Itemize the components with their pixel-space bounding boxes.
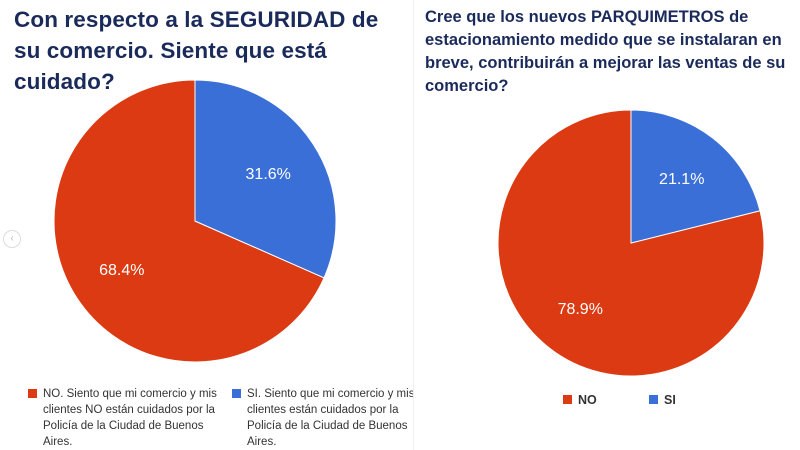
security-pie-chart: 68.4% 31.6% — [53, 79, 337, 363]
legend-swatch-no — [28, 389, 37, 398]
pie-slice-si — [194, 79, 337, 279]
legend-swatch-no — [563, 395, 572, 404]
security-chart-title: Con respecto a la SEGURIDAD de su comerc… — [14, 7, 379, 94]
security-chart-panel: Con respecto a la SEGURIDAD de su comerc… — [14, 7, 414, 450]
legend-swatch-si — [649, 395, 658, 404]
data-label-no: 68.4% — [99, 262, 144, 279]
legend-label-no: NO. Siento que mi comercio y mis cliente… — [43, 388, 217, 448]
legend-item-no: NO — [563, 392, 597, 408]
data-label-si: 31.6% — [246, 166, 291, 183]
legend-label-no: NO — [578, 393, 597, 407]
parking-meter-chart-title: Cree que los nuevos PARQUIMETROS de esta… — [425, 8, 786, 95]
parking-meter-pie-chart: 78.9% 21.1% — [497, 109, 765, 377]
pie-slice-no — [53, 79, 325, 363]
legend-label-si: SI. Siento que mi comercio y mis cliente… — [247, 388, 415, 448]
parking-meter-chart-panel: Cree que los nuevos PARQUIMETROS de esta… — [415, 0, 800, 450]
pie-slice-si — [630, 109, 761, 244]
legend-item-si: SI. Siento que mi comercio y mis cliente… — [232, 386, 422, 450]
panel-divider — [413, 0, 414, 450]
data-label-no: 78.9% — [558, 301, 603, 318]
legend-label-si: SI — [664, 393, 676, 407]
legend-item-no: NO. Siento que mi comercio y mis cliente… — [28, 386, 223, 450]
data-label-si: 21.1% — [659, 171, 704, 188]
legend-item-si: SI — [649, 392, 676, 408]
carousel-nav-icon[interactable]: ‹ — [3, 230, 21, 248]
legend-swatch-si — [232, 389, 241, 398]
